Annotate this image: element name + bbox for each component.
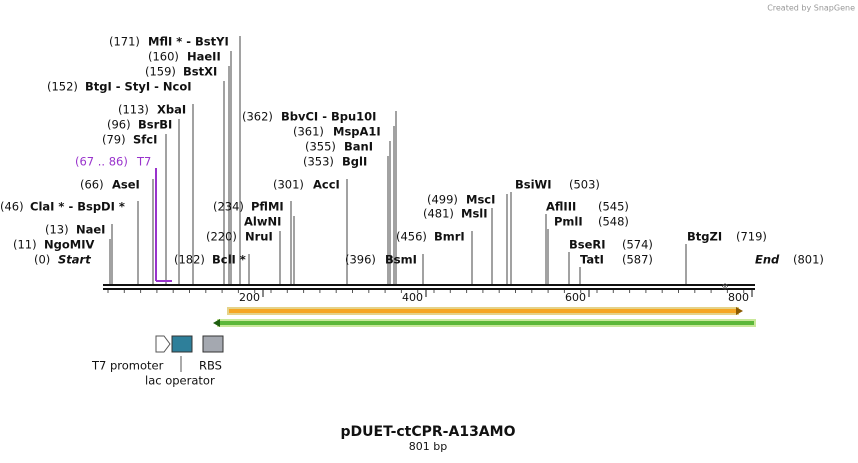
site-name: BglI: [342, 155, 367, 169]
ruler-label: 600: [565, 291, 586, 304]
site-name: NgoMIV: [44, 238, 94, 252]
site-name: BtgI - StyI - NcoI: [85, 80, 192, 94]
ruler-label: 400: [402, 291, 423, 304]
credit: Created by SnapGene: [767, 4, 855, 13]
site-name: MslI: [461, 207, 488, 221]
site-position: (499): [427, 193, 458, 207]
site-name: BanI: [344, 140, 373, 154]
site-name: BsrBI: [138, 118, 172, 132]
site-position: (396): [345, 253, 376, 267]
site-position: (353): [303, 155, 334, 169]
site-name: XbaI: [157, 103, 186, 117]
site-name: AlwNI: [244, 215, 281, 229]
site-position: (11): [13, 238, 37, 252]
feature-orange: [227, 307, 739, 315]
site-position: (66): [80, 178, 104, 192]
promoter-icon: [155, 335, 171, 353]
site-position: (481): [423, 207, 454, 221]
site-name: AflIII: [546, 200, 576, 214]
break-mark: ※: [721, 283, 729, 293]
site-position: (152): [47, 80, 78, 94]
site-name: BseRI: [569, 238, 606, 252]
site-name: BtgZI: [687, 230, 722, 244]
site-name: MscI: [466, 193, 495, 207]
rbs-icon: [202, 335, 224, 353]
site-name: SfcI: [133, 133, 157, 147]
site-position: (182): [174, 253, 205, 267]
site-position: (545): [598, 200, 629, 214]
site-position: (574): [622, 238, 653, 252]
site-position: (361): [293, 125, 324, 139]
site-name: BmrI: [434, 230, 465, 244]
site-position: (160): [148, 50, 179, 64]
site-name: NaeI: [76, 223, 105, 237]
site-name: ClaI * - BspDI *: [30, 200, 125, 214]
ruler-label: 200: [239, 291, 260, 304]
site-position: (503): [569, 178, 600, 192]
site-name: BbvCI - Bpu10I: [281, 110, 376, 124]
site-name: NruI: [245, 230, 273, 244]
site-name: AseI: [112, 178, 140, 192]
site-position: (801): [793, 253, 824, 267]
feature-orange-arrow: [736, 307, 743, 315]
ruler-label: 800: [728, 291, 749, 304]
site-name: Start: [58, 253, 91, 267]
site-name: PflMI: [251, 200, 284, 214]
site-name: HaeII: [187, 50, 221, 64]
site-position: (113): [118, 103, 149, 117]
feature-green-arrow: [213, 319, 220, 327]
site-name: TatI: [580, 253, 604, 267]
site-name: T7: [136, 155, 151, 169]
site-position: (234): [213, 200, 244, 214]
site-position: (456): [396, 230, 427, 244]
site-position: (0): [34, 253, 50, 267]
site-name: End: [755, 253, 780, 267]
site-position: (13): [45, 223, 69, 237]
site-name: BsmI: [385, 253, 417, 267]
site-name: BclI *: [212, 253, 246, 267]
map-length: 801 bp: [409, 440, 447, 453]
legend-label: T7 promoter: [91, 359, 164, 373]
site-position: (355): [305, 140, 336, 154]
site-position: (362): [242, 110, 273, 124]
site-position: (159): [145, 65, 176, 79]
site-position: (587): [622, 253, 653, 267]
site-position: (301): [273, 178, 304, 192]
site-name: BsiWI: [515, 178, 552, 192]
site-position: (46): [0, 200, 24, 214]
site-position: (67 .. 86): [75, 155, 128, 169]
site-name: AccI: [313, 178, 340, 192]
site-position: (220): [206, 230, 237, 244]
site-position: (171): [109, 35, 140, 49]
operator-icon: [171, 335, 193, 353]
legend-label: RBS: [199, 359, 222, 373]
feature-green: [217, 319, 756, 327]
site-name: BstXI: [183, 65, 217, 79]
site-name: MspA1I: [333, 125, 381, 139]
legend-label: lac operator: [145, 374, 215, 388]
site-name: PmlI: [554, 215, 583, 229]
site-position: (719): [736, 230, 767, 244]
site-position: (548): [598, 215, 629, 229]
map-title: pDUET-ctCPR-A13AMO: [341, 424, 516, 440]
site-position: (79): [102, 133, 126, 147]
site-position: (96): [107, 118, 131, 132]
site-name: MflI * - BstYI: [148, 35, 229, 49]
